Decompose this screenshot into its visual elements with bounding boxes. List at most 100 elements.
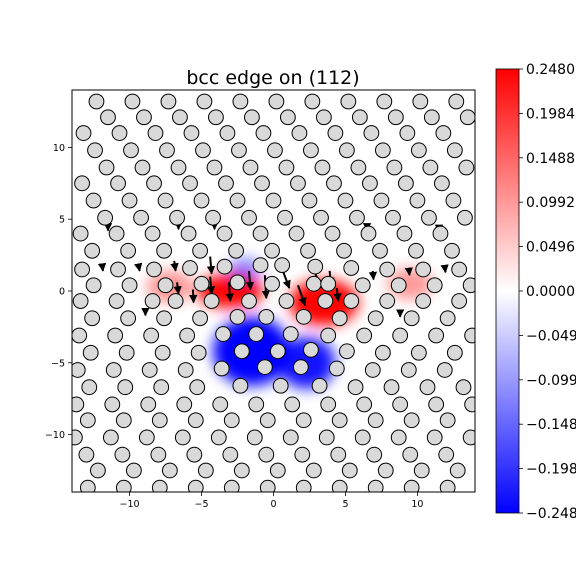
atom-155 — [403, 310, 420, 327]
atom-101 — [156, 242, 173, 259]
atom-105 — [300, 242, 316, 259]
atom-263 — [223, 479, 240, 492]
atom-92 — [216, 225, 233, 242]
atom-18 — [351, 109, 368, 126]
atom-89 — [108, 225, 125, 242]
atom-172 — [190, 344, 207, 361]
atom-47 — [206, 159, 223, 176]
atom-250 — [161, 462, 178, 479]
atom-76 — [445, 192, 462, 209]
atom-150 — [229, 308, 246, 325]
atom-125 — [193, 275, 210, 292]
atom-75 — [409, 192, 426, 209]
atom-207 — [248, 396, 265, 413]
atom-113 — [182, 260, 198, 276]
atom-48 — [242, 159, 259, 176]
atom-257 — [413, 462, 430, 479]
atom-229 — [210, 429, 227, 446]
atom-70 — [229, 192, 246, 209]
atom-166 — [392, 327, 409, 344]
atom-24 — [147, 125, 164, 141]
atom-138 — [203, 293, 220, 309]
atom-196 — [272, 377, 289, 394]
atom-72 — [301, 192, 318, 209]
atom-78 — [133, 209, 149, 226]
atom-115 — [252, 257, 269, 274]
x-tick-label: −10 — [120, 499, 140, 510]
displacement-arrow-0 — [97, 262, 107, 272]
atom-129 — [320, 275, 337, 292]
atom-244 — [330, 446, 347, 463]
atom-131 — [390, 277, 407, 294]
displacement-arrow-9 — [189, 289, 198, 304]
atom-74 — [373, 192, 390, 209]
atom-82 — [277, 209, 293, 226]
atom-265 — [295, 479, 312, 492]
atom-267 — [367, 479, 384, 492]
atom-195 — [232, 377, 249, 394]
atom-137 — [167, 293, 184, 309]
atom-255 — [341, 462, 358, 479]
atom-220 — [295, 412, 312, 429]
atom-215 — [115, 412, 132, 429]
atom-225 — [72, 429, 83, 446]
atom-143 — [379, 293, 396, 309]
y-tick-label: −5 — [51, 358, 65, 369]
atom-227 — [138, 429, 155, 446]
atom-88 — [72, 225, 89, 242]
displacement-arrow-15 — [368, 270, 378, 281]
atom-133 — [462, 277, 475, 294]
atom-55 — [74, 175, 90, 192]
atom-64 — [398, 175, 414, 192]
atom-126 — [229, 274, 246, 291]
atom-25 — [183, 125, 200, 141]
displacement-arrow-6 — [245, 270, 255, 291]
atom-35 — [159, 142, 175, 159]
atom-32 — [435, 125, 452, 141]
colorbar-tick-label: 0.0992 — [526, 195, 575, 211]
atom-58 — [182, 175, 198, 192]
atom-165 — [356, 327, 373, 344]
atom-122 — [85, 277, 102, 294]
atom-42 — [410, 142, 427, 159]
atom-145 — [451, 293, 468, 309]
atom-50 — [314, 159, 331, 176]
atom-57 — [146, 175, 162, 192]
atom-69 — [193, 192, 210, 209]
atom-232 — [318, 429, 335, 446]
colorbar-tick-label: 0.0000 — [526, 284, 575, 300]
atom-179 — [446, 344, 463, 361]
atom-219 — [259, 412, 276, 429]
atom-0 — [88, 93, 105, 110]
atom-233 — [354, 429, 371, 446]
atom-46 — [170, 159, 187, 176]
atom-218 — [223, 412, 240, 429]
atom-73 — [337, 192, 354, 209]
atom-16 — [279, 109, 296, 126]
atom-264 — [259, 479, 276, 492]
atom-140 — [278, 293, 295, 309]
atom-5 — [268, 93, 285, 110]
atom-154 — [367, 310, 384, 327]
atom-262 — [187, 479, 204, 492]
atom-214 — [79, 412, 96, 429]
atom-174 — [269, 343, 286, 360]
atom-109 — [444, 242, 460, 259]
atom-221 — [331, 412, 348, 429]
atom-68 — [157, 192, 174, 209]
atom-190 — [436, 362, 453, 378]
atom-66 — [85, 192, 102, 209]
atom-253 — [269, 462, 286, 479]
atom-170 — [118, 344, 135, 361]
colorbar-tick-label: 0.1984 — [526, 106, 575, 122]
atom-180 — [72, 362, 86, 378]
atom-116 — [274, 257, 291, 274]
atom-187 — [328, 360, 345, 377]
atom-212 — [428, 396, 445, 413]
atom-249 — [125, 462, 142, 479]
atom-104 — [264, 242, 280, 259]
colorbar-tick-label: 0.2480 — [526, 62, 575, 78]
atom-87 — [457, 209, 473, 226]
atom-60 — [254, 175, 270, 192]
atom-134 — [72, 293, 89, 309]
